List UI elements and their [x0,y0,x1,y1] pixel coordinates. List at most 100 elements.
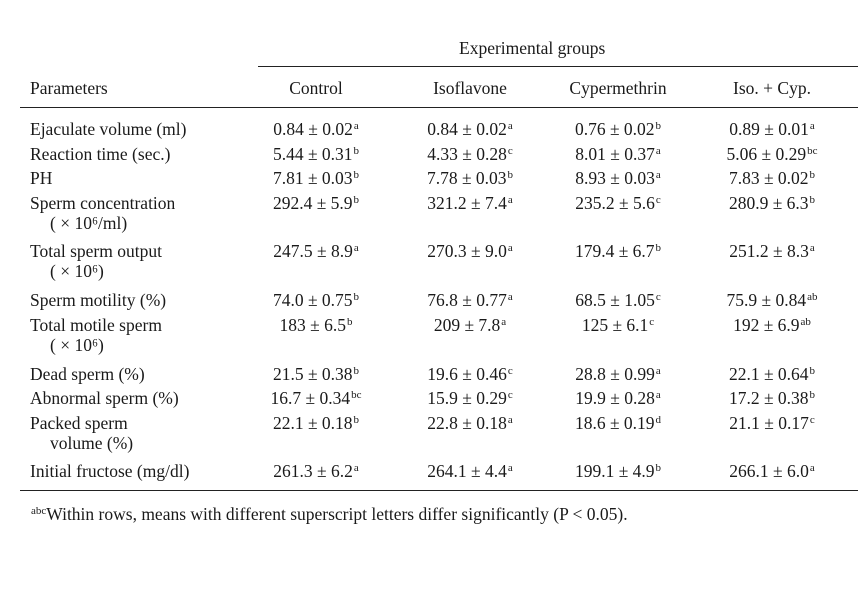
mean-value: 266.1 ± 6.0 [729,461,809,481]
mean-value: 179.4 ± 6.7 [574,241,655,261]
value-cell: 292.4 ± 5.9b [236,193,396,216]
mean-value: 8.93 ± 0.03 [575,168,655,188]
mean-value: 235.2 ± 5.6 [575,193,655,213]
mean-value: 76.8 ± 0.77 [427,290,507,310]
mean-value: 19.6 ± 0.46 [427,364,507,384]
significance-letter: c [649,316,655,328]
mean-value: 7.81 ± 0.03 [272,168,353,188]
value-cell: 209 ± 7.8a [390,315,550,338]
parameters-header: Parameters [30,78,108,98]
mean-value: 0.84 ± 0.02 [273,119,353,139]
significance-letter: a [501,316,507,328]
value-cell: 125 ± 6.1c [538,315,698,338]
mean-value: 0.76 ± 0.02 [574,119,655,139]
mean-value: 22.1 ± 0.64 [728,364,809,384]
value-cell: 22.1 ± 0.18b [236,413,396,436]
parameter-name: Initial fructose (mg/dl) [30,461,190,481]
table-bottom-rule [20,490,858,491]
footnote: abcWithin rows, means with different sup… [30,504,628,527]
significance-letter: b [655,120,662,132]
value-cell: 264.1 ± 4.4a [390,461,550,484]
value-cell: 16.7 ± 0.34bc [236,388,396,411]
parameter-name: PH [30,168,53,188]
significance-letter: a [809,120,815,132]
significance-letter: a [655,389,661,401]
mean-value: 7.83 ± 0.02 [728,168,809,188]
parameter-name: Abnormal sperm (%) [30,388,179,408]
mean-value: 0.89 ± 0.01 [729,119,809,139]
mean-value: 321.2 ± 7.4 [427,193,507,213]
mean-value: 125 ± 6.1 [581,315,649,335]
parameter-label: Total sperm output( × 10⁶) [30,241,162,281]
value-cell: 8.01 ± 0.37a [538,144,698,167]
parameter-name: Sperm motility (%) [30,290,167,310]
mean-value: 183 ± 6.5 [279,315,346,335]
significance-letter: ab [800,316,811,328]
footnote-text: Within rows, means with different supers… [46,504,628,524]
mean-value: 192 ± 6.9 [733,315,800,335]
significance-letter: b [507,169,514,181]
parameter-label: Initial fructose (mg/dl) [30,461,189,481]
significance-letter: b [353,365,360,377]
parameter-label: Packed sperm volume (%) [30,413,133,453]
significance-letter: b [353,291,360,303]
significance-letter: a [353,462,359,474]
mean-value: 15.9 ± 0.29 [427,388,507,408]
value-cell: 266.1 ± 6.0a [692,461,852,484]
value-cell: 7.78 ± 0.03b [390,168,550,191]
significance-letter: b [809,194,816,206]
mean-value: 28.8 ± 0.99 [575,364,655,384]
mean-value: 19.9 ± 0.28 [575,388,655,408]
significance-letter: bc [351,389,362,401]
mean-value: 292.4 ± 5.9 [272,193,353,213]
header-bottom-rule [20,107,858,108]
parameter-unit: ( × 10⁶/ml) [50,213,128,233]
significance-letter: c [655,194,661,206]
parameter-name: Total motile sperm [30,315,162,335]
significance-letter: a [507,462,513,474]
value-cell: 5.44 ± 0.31b [236,144,396,167]
value-cell: 199.1 ± 4.9b [538,461,698,484]
value-cell: 68.5 ± 1.05c [538,290,698,313]
significance-letter: b [353,145,360,157]
mean-value: 247.5 ± 8.9 [273,241,353,261]
parameter-name: Reaction time (sec.) [30,144,171,164]
parameter-label: PH [30,168,52,188]
significance-letter: a [809,242,815,254]
group-header-rule [258,66,858,67]
value-cell: 179.4 ± 6.7b [538,241,698,264]
value-cell: 0.84 ± 0.02a [236,119,396,142]
column-header: Iso. + Cyp. [733,78,811,98]
mean-value: 22.8 ± 0.18 [427,413,507,433]
group-header: Experimental groups [459,38,606,58]
value-cell: 321.2 ± 7.4a [390,193,550,216]
mean-value: 16.7 ± 0.34 [270,388,351,408]
value-cell: 235.2 ± 5.6c [538,193,698,216]
parameter-unit: volume (%) [50,433,134,453]
value-cell: 28.8 ± 0.99a [538,364,698,387]
value-cell: 7.83 ± 0.02b [692,168,852,191]
mean-value: 251.2 ± 8.3 [729,241,809,261]
significance-letter: c [655,291,661,303]
mean-value: 264.1 ± 4.4 [427,461,507,481]
value-cell: 183 ± 6.5b [236,315,396,338]
mean-value: 199.1 ± 4.9 [574,461,655,481]
value-cell: 17.2 ± 0.38b [692,388,852,411]
parameter-label: Ejaculate volume (ml) [30,119,186,139]
significance-letter: b [809,389,816,401]
parameter-label: Reaction time (sec.) [30,144,170,164]
mean-value: 270.3 ± 9.0 [427,241,507,261]
parameter-unit: ( × 10⁶) [50,335,104,355]
significance-letter: a [353,242,359,254]
significance-letter: ab [807,291,818,303]
significance-letter: a [507,291,513,303]
significance-letter: d [655,414,662,426]
value-cell: 192 ± 6.9ab [692,315,852,338]
value-cell: 247.5 ± 8.9a [236,241,396,264]
significance-letter: bc [807,145,818,157]
significance-letter: a [507,120,513,132]
mean-value: 280.9 ± 6.3 [728,193,809,213]
value-cell: 74.0 ± 0.75b [236,290,396,313]
significance-letter: b [809,365,816,377]
value-cell: 19.9 ± 0.28a [538,388,698,411]
